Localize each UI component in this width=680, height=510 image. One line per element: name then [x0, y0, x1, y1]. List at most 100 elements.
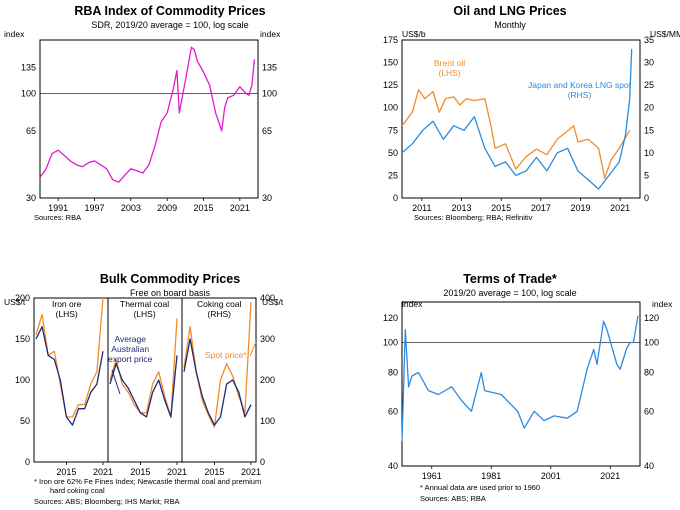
x-tick-label: 2015	[130, 467, 150, 477]
brent-label: Brent oil (LHS)	[434, 58, 465, 78]
y-tick-label-right: 100	[644, 337, 659, 347]
source-note: Sources: ABS; RBA	[420, 494, 486, 503]
y-tick-label-right: 60	[644, 406, 654, 416]
rba-index-line	[39, 46, 256, 183]
source-note: Sources: ABS; Bloomberg; IHS Markit; RBA	[34, 497, 180, 506]
y-tick-label-left: 25	[388, 170, 398, 180]
y-tick-label-right: 200	[260, 375, 275, 385]
terms-of-trade-line	[401, 315, 639, 442]
y-tick-label-right: 135	[262, 62, 277, 72]
y-tick-label-right: 100	[260, 416, 275, 426]
y-tick-label-right: 40	[644, 461, 654, 471]
y-tick-label-left: 0	[393, 193, 398, 203]
thermal-coal-label: Thermal coal (LHS)	[120, 299, 170, 320]
y-tick-label-right: 30	[644, 58, 654, 68]
plot-frame	[401, 301, 641, 467]
brent-label-line2: (LHS)	[438, 68, 461, 79]
avg-export-arrow	[111, 369, 121, 395]
y-tick-label-left: 60	[388, 406, 398, 416]
y-axis-label-right: US$/MMBtu	[650, 29, 680, 39]
y-tick-label-left: 75	[388, 125, 398, 135]
y-tick-label-right: 300	[260, 334, 275, 344]
y-tick-label-left: 100	[15, 375, 30, 385]
y-tick-label-right: 10	[644, 148, 654, 158]
avg-export-price-line	[35, 326, 104, 426]
panel-rba-index: RBA Index of Commodity Prices SDR, 2019/…	[0, 0, 340, 240]
iron-ore-label-line1: Iron ore	[52, 299, 82, 309]
rba-index-chart: 30 30 65 65 100 100 135 135 1991 1997 2003 2009 2015…	[21, 39, 277, 213]
spot-price-label: Spot price*	[205, 350, 247, 360]
thermal-coal-label-line1: Thermal coal	[120, 299, 170, 309]
avg-export-price-line	[109, 355, 178, 418]
y-tick-label-right: 5	[644, 170, 649, 180]
y-tick-label-left: 100	[383, 103, 398, 113]
y-axis-label-right: index	[260, 29, 281, 39]
y-tick-label-right: 30	[262, 193, 272, 203]
avg-export-label-line1: Average	[114, 334, 146, 344]
y-tick-label-left: 0	[25, 457, 30, 467]
avg-export-price-line	[183, 338, 252, 426]
avg-export-label: Average Australian export price	[108, 334, 152, 365]
plot-frame	[401, 39, 641, 199]
iron-ore-label: Iron ore (LHS)	[52, 299, 82, 320]
x-tick-label: 2021	[241, 467, 261, 477]
y-tick-label-left: 120	[383, 313, 398, 323]
y-axis-label-left: US$/b	[402, 29, 426, 39]
x-tick-label: 2011	[412, 203, 431, 213]
panel-oil-lng: Oil and LNG Prices Monthly US$/b US$/MMB…	[340, 0, 680, 240]
chart-subtitle: SDR, 2019/20 average = 100, log scale	[91, 20, 249, 30]
chart-subtitle: Monthly	[494, 20, 526, 30]
y-tick-label-right: 400	[260, 293, 275, 303]
x-tick-label: 1961	[422, 471, 442, 481]
x-tick-label: 2013	[451, 203, 471, 213]
x-tick-label: 2015	[56, 467, 76, 477]
x-tick-label: 2015	[204, 467, 224, 477]
y-tick-label-right: 80	[644, 368, 654, 378]
coking-coal-label-line2: (RHS)	[207, 308, 232, 319]
source-note: Sources: Bloomberg; RBA; Refinitiv	[414, 213, 533, 222]
terms-of-trade-chart: 40 40 60 60 80 80 100 100 120 120 1961 1981 2001 2021	[383, 301, 659, 481]
spot-price-arrow	[249, 341, 257, 357]
footnote-line1: * Iron ore 62% Fe Fines Index; Newcastle…	[34, 477, 262, 486]
y-tick-label-left: 100	[383, 337, 398, 347]
y-axis-label-right: index	[652, 299, 673, 309]
avg-export-label-line2: Australian	[111, 344, 150, 355]
y-tick-label-right: 100	[262, 88, 277, 98]
x-tick-label: 2001	[541, 471, 561, 481]
x-tick-label: 1997	[84, 203, 104, 213]
y-tick-label-right: 0	[260, 457, 265, 467]
x-tick-label: 2017	[531, 203, 551, 213]
y-tick-label-left: 175	[383, 35, 398, 45]
y-axis-label-left: US$/t	[4, 297, 26, 307]
x-tick-label: 1991	[48, 203, 68, 213]
y-tick-label-left: 80	[388, 368, 398, 378]
y-tick-label-left: 150	[15, 334, 30, 344]
y-axis-label-left: index	[402, 299, 423, 309]
chart-subtitle: Free on board basis	[129, 288, 211, 298]
footnote: * Annual data are used prior to 1960	[420, 483, 541, 492]
y-tick-label-left: 50	[20, 416, 30, 426]
x-tick-label: 2015	[193, 203, 213, 213]
x-tick-label: 1981	[481, 471, 501, 481]
coking-coal-label: Coking coal (RHS)	[197, 299, 242, 320]
source-note: Sources: RBA	[34, 213, 82, 222]
chart-title: Terms of Trade*	[463, 272, 557, 286]
chart-title: RBA Index of Commodity Prices	[74, 4, 266, 18]
y-tick-label-right: 0	[644, 193, 649, 203]
y-tick-label-left: 100	[21, 88, 36, 98]
y-tick-label-right: 120	[644, 313, 659, 323]
lng-label-line2: (RHS)	[567, 90, 592, 101]
chart-title: Bulk Commodity Prices	[99, 272, 241, 286]
brent-oil-line	[401, 89, 631, 179]
avg-export-label-line3: export price	[108, 354, 153, 365]
thermal-coal-label-line2: (LHS)	[133, 308, 156, 319]
iron-ore-label-line2: (LHS)	[55, 308, 78, 319]
x-tick-label: 2019	[570, 203, 590, 213]
y-tick-label-right: 65	[262, 126, 272, 136]
y-tick-label-right: 15	[644, 125, 654, 135]
brent-label-line1: Brent oil	[434, 58, 466, 68]
y-tick-label-right: 35	[644, 35, 654, 45]
x-tick-label: 2015	[491, 203, 511, 213]
chart-title: Oil and LNG Prices	[453, 4, 567, 18]
coking-coal-label-line1: Coking coal	[197, 299, 242, 309]
